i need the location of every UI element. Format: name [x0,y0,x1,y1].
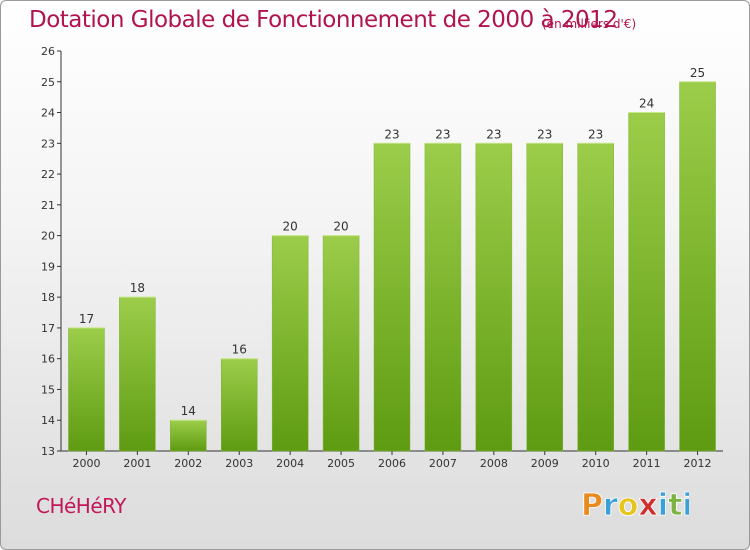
bar-value-label: 14 [181,404,196,418]
y-tick-label: 13 [41,445,55,458]
y-tick-label: 15 [41,383,55,396]
bar-2001 [119,296,156,452]
bar-value-label: 23 [588,127,603,141]
bar-2010 [577,143,614,452]
bar-value-label: 17 [79,312,94,326]
bar-2000 [68,327,105,452]
y-tick-label: 20 [41,230,55,243]
commune-name: CHéHéRY [36,494,127,518]
x-tick-label: 2006 [378,457,406,470]
bar-value-label: 20 [333,220,348,234]
bar-2007 [424,143,462,452]
y-tick-label: 23 [41,137,55,150]
proxiti-logo-text: Proxiti [581,488,689,523]
bar-value-label: 24 [639,97,654,111]
y-tick-label: 26 [41,45,55,58]
y-tick-label: 21 [41,199,55,212]
bar-2004 [271,235,309,452]
bar-value-label: 23 [384,127,399,141]
bar-value-label: 25 [690,66,705,80]
bar-2005 [322,235,360,452]
bar-2008 [475,143,513,452]
y-tick-label: 16 [41,353,55,366]
x-tick-label: 2004 [276,457,304,470]
x-tick-label: 2005 [327,457,355,470]
x-tick-label: 2000 [72,457,100,470]
y-tick-label: 22 [41,168,55,181]
bar-value-label: 23 [537,127,552,141]
bar-2012 [679,81,716,452]
y-tick-label: 25 [41,76,55,89]
proxiti-logo[interactable]: Proxiti [579,485,689,525]
x-tick-label: 2009 [531,457,559,470]
bar-2011 [628,112,665,452]
chart-bars [68,81,716,452]
y-tick-label: 24 [41,107,55,120]
y-tick-label: 19 [41,260,55,273]
x-tick-label: 2007 [429,457,457,470]
y-tick-label: 18 [41,291,55,304]
chart-x-tick-labels: 2000 2001 2002 2003 2004 2005 2006 2007 2008 2009… [72,457,711,470]
bar-2009 [526,143,564,452]
bar-value-label: 20 [283,220,298,234]
bar-2003 [220,358,258,452]
bar-value-label: 16 [232,343,247,357]
chart-title: Dotation Globale de Fonctionnement de 20… [29,7,618,33]
y-tick-label: 14 [41,414,55,427]
x-tick-label: 2003 [225,457,253,470]
bar-value-label: 18 [130,281,145,295]
chart-value-labels: 17 18 14 16 20 20 23 23 23 23 23 24 25 [79,66,705,418]
bar-value-label: 23 [486,127,501,141]
x-tick-label: 2002 [174,457,202,470]
bar-value-label: 23 [435,127,450,141]
x-tick-label: 2008 [480,457,508,470]
x-tick-label: 2012 [684,457,712,470]
bar-2002 [170,419,207,452]
chart-y-tick-labels: 13 14 15 16 17 18 19 20 21 22 23 24 25 26 [41,45,55,458]
x-tick-label: 2011 [633,457,661,470]
x-tick-label: 2010 [582,457,610,470]
chart-unit-note: (en milliers d'€) [542,17,637,31]
bar-2006 [373,143,411,452]
x-tick-label: 2001 [123,457,151,470]
y-tick-label: 17 [41,322,55,335]
